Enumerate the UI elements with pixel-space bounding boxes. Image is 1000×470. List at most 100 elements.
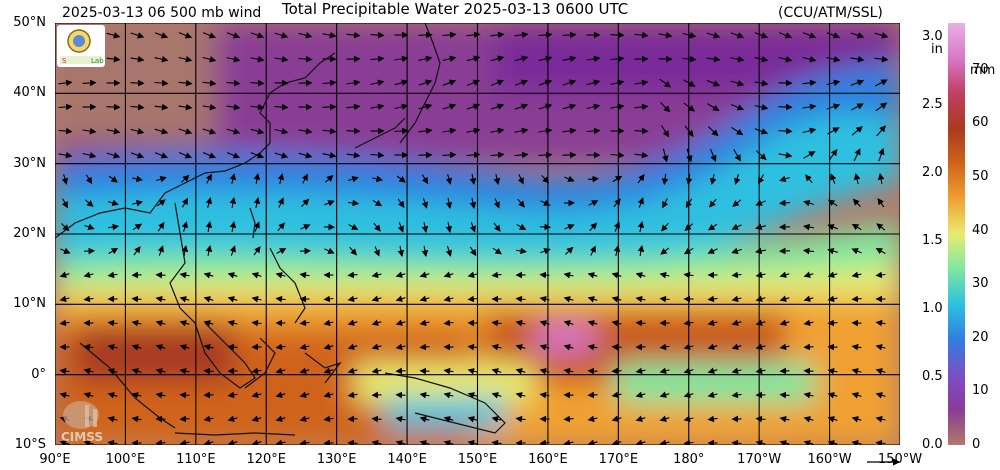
svg-text:S: S — [62, 57, 67, 65]
wind-arrow — [85, 174, 93, 185]
wind-arrow — [443, 367, 454, 375]
wind-arrow — [686, 148, 693, 163]
wind-arrow — [60, 247, 71, 254]
wind-arrow — [419, 319, 430, 327]
wind-arrow — [635, 272, 646, 279]
wind-arrow — [707, 103, 720, 111]
wind-arrow — [324, 247, 335, 254]
wind-arrow — [514, 151, 529, 159]
wind-arrow — [396, 175, 406, 183]
wind-arrow — [274, 32, 289, 39]
wind-arrow — [180, 174, 190, 183]
wind-arrow — [635, 439, 646, 445]
wind-arrow — [253, 173, 261, 184]
wind-arrow — [779, 175, 790, 183]
wind-arrow — [418, 79, 433, 86]
wind-arrow — [371, 271, 382, 279]
wind-arrow — [395, 367, 406, 375]
wind-arrow — [251, 391, 262, 398]
longitude-label: 160°E — [528, 452, 568, 467]
wind-arrow — [418, 103, 433, 110]
wind-arrow — [227, 439, 238, 445]
wind-arrow — [685, 198, 693, 209]
wind-arrow — [205, 221, 213, 232]
wind-arrow — [853, 148, 861, 162]
wind-arrow — [587, 272, 598, 279]
wind-arrow — [179, 344, 190, 351]
wind-arrow — [803, 271, 814, 278]
wind-arrow — [346, 127, 361, 135]
wind-arrow — [202, 32, 217, 39]
wind-arrow — [106, 103, 121, 111]
wind-arrow — [851, 248, 862, 255]
wind-arrow — [203, 320, 214, 327]
wind-arrow — [875, 102, 888, 112]
wind-arrow — [850, 79, 865, 86]
wind-arrow — [683, 415, 694, 422]
longitude-label: 100°E — [105, 452, 146, 467]
latlon-grid — [55, 23, 900, 445]
wind-arrow — [660, 102, 671, 113]
wind-arrow — [395, 343, 406, 351]
wind-arrow — [803, 295, 814, 302]
wind-arrow — [565, 246, 574, 255]
wind-arrow — [83, 392, 94, 399]
wind-arrow — [707, 223, 718, 231]
longitude-label: 160°W — [807, 452, 852, 467]
wind-arrow — [730, 55, 745, 63]
wind-arrow — [348, 223, 359, 230]
wind-arrow — [707, 295, 718, 303]
wind-arrow — [108, 175, 118, 183]
wind-arrow — [251, 439, 262, 445]
wind-arrow — [61, 174, 69, 185]
wind-arrow — [107, 271, 118, 279]
wind-arrow — [443, 271, 454, 278]
wind-arrow — [851, 271, 862, 279]
colorbar-mm-tick: 0 — [972, 437, 981, 452]
wind-arrow — [730, 32, 745, 39]
wind-arrow — [491, 344, 502, 351]
wind-arrow — [515, 344, 526, 351]
wind-arrow — [683, 343, 694, 350]
wind-arrow — [707, 391, 718, 398]
wind-arrow — [586, 103, 601, 110]
wind-arrow — [564, 175, 575, 182]
wind-vectors — [58, 31, 889, 445]
wind-arrow — [490, 79, 505, 87]
wind-arrow — [611, 272, 622, 279]
wind-arrow — [586, 79, 601, 86]
wind-arrow — [731, 319, 742, 326]
latitude-label: 50°N — [13, 15, 46, 30]
wind-arrow — [130, 79, 145, 87]
wind-arrow — [635, 391, 646, 398]
wind-arrow — [610, 151, 625, 159]
wind-arrow — [490, 127, 505, 135]
wind-arrow — [154, 103, 169, 111]
wind-arrow — [300, 224, 311, 231]
wind-arrow — [493, 198, 500, 209]
wind-arrow — [131, 199, 143, 207]
wind-arrow — [754, 55, 769, 63]
wind-arrow — [370, 31, 385, 39]
wind-arrow — [733, 149, 741, 162]
wind-arrow — [445, 174, 453, 185]
wind-arrow — [106, 152, 121, 159]
wind-arrow — [107, 223, 120, 231]
wind-arrow — [803, 343, 814, 351]
reference-wind-arrow — [867, 458, 901, 466]
wind-arrow — [610, 31, 625, 39]
wind-arrow — [562, 79, 577, 86]
wind-arrow — [467, 295, 478, 303]
wind-arrow — [442, 79, 457, 86]
tpw-map: S Lab CIMSS — [55, 23, 900, 445]
wind-arrow — [59, 392, 70, 399]
wind-arrow — [469, 222, 476, 233]
wind-arrow — [732, 199, 742, 207]
wind-arrow — [778, 56, 793, 63]
wind-arrow — [637, 197, 644, 208]
wind-arrow — [827, 367, 838, 375]
wind-arrow — [588, 200, 599, 207]
colorbar-mm-tick: 30 — [972, 276, 989, 292]
wind-arrow — [661, 125, 670, 138]
wind-arrow — [634, 79, 649, 87]
